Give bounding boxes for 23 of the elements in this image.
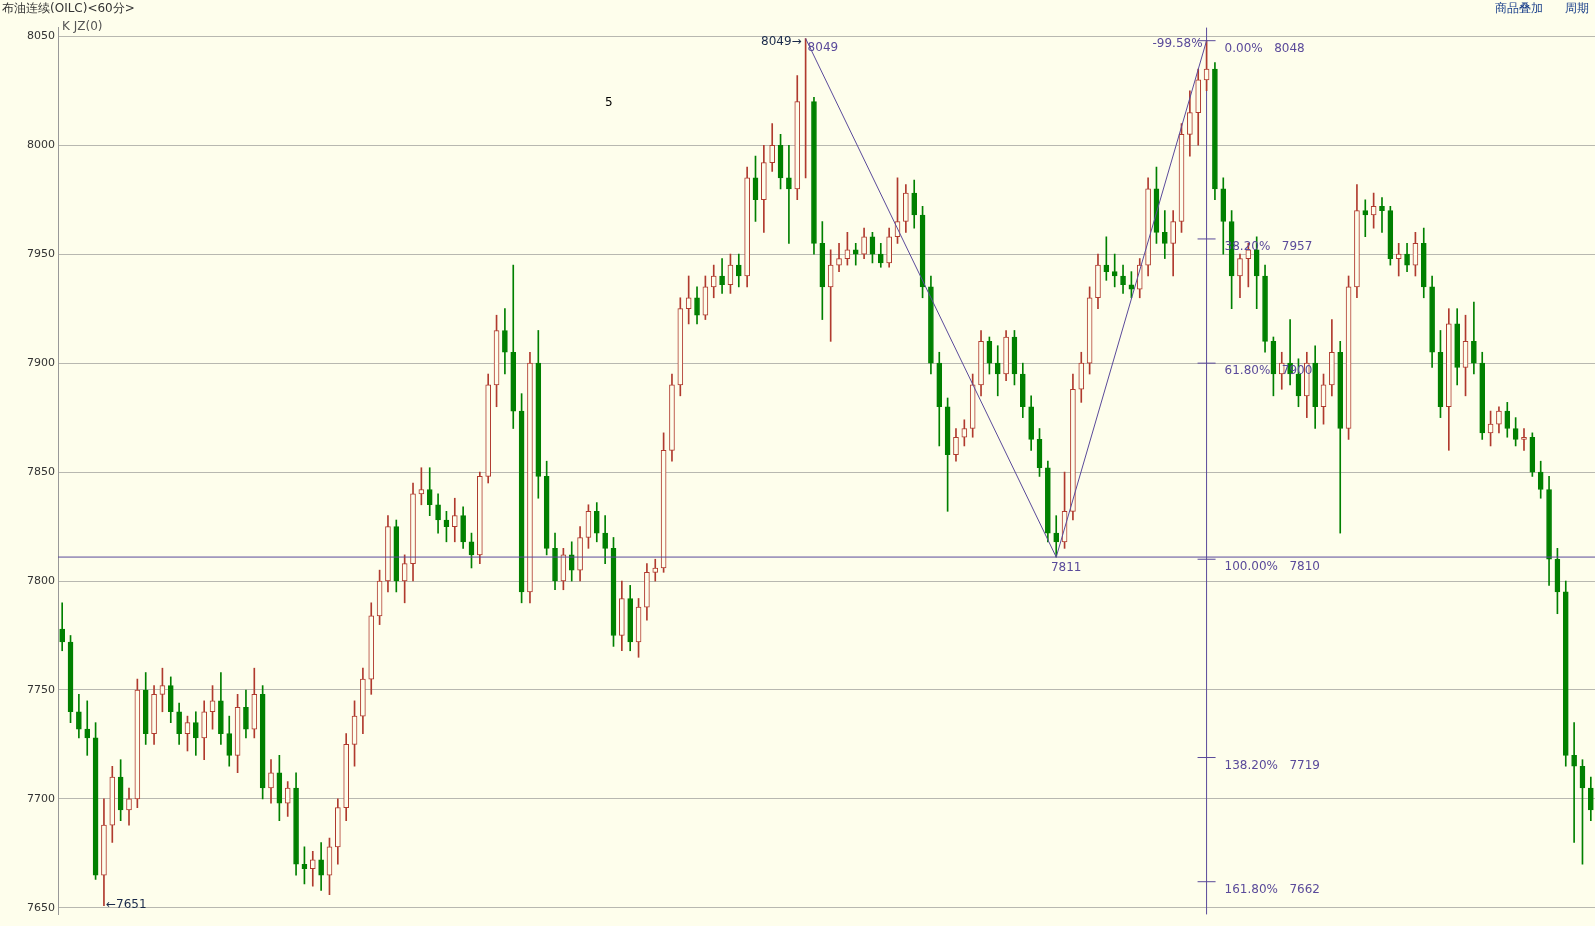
annotation: 8049→ xyxy=(761,33,802,48)
y-tick-label: 7700 xyxy=(27,791,55,805)
ref-line-label: 138.20% 7719 xyxy=(1224,757,1320,772)
chart-title: 布油连续(OILC)<60分> xyxy=(2,0,135,17)
annotation: -99.58% xyxy=(1152,35,1203,50)
ref-line-label: 100.00% 7810 xyxy=(1224,559,1320,574)
annotation: 7811 xyxy=(1050,560,1082,575)
annotation: 5 xyxy=(605,95,613,109)
y-tick-label: 7650 xyxy=(27,900,55,914)
ref-line-label: 0.00% 8048 xyxy=(1224,40,1305,55)
text: 周期 xyxy=(1565,0,1589,17)
ref-line-label: 161.80% 7662 xyxy=(1224,881,1320,896)
y-tick-label: 7850 xyxy=(27,464,55,478)
y-tick-label: 7900 xyxy=(27,356,55,370)
annotation: 8049 xyxy=(807,39,839,54)
y-tick-label: 7950 xyxy=(27,247,55,261)
y-tick-label: 8000 xyxy=(27,138,55,152)
y-tick-label: 8050 xyxy=(27,29,55,43)
annotation: ←7651 xyxy=(105,896,147,911)
y-tick-label: 7750 xyxy=(27,682,55,696)
text: 商品叠加 xyxy=(1495,0,1543,17)
annotation: K JZ(0) xyxy=(62,19,103,33)
y-tick-label: 7800 xyxy=(27,573,55,587)
